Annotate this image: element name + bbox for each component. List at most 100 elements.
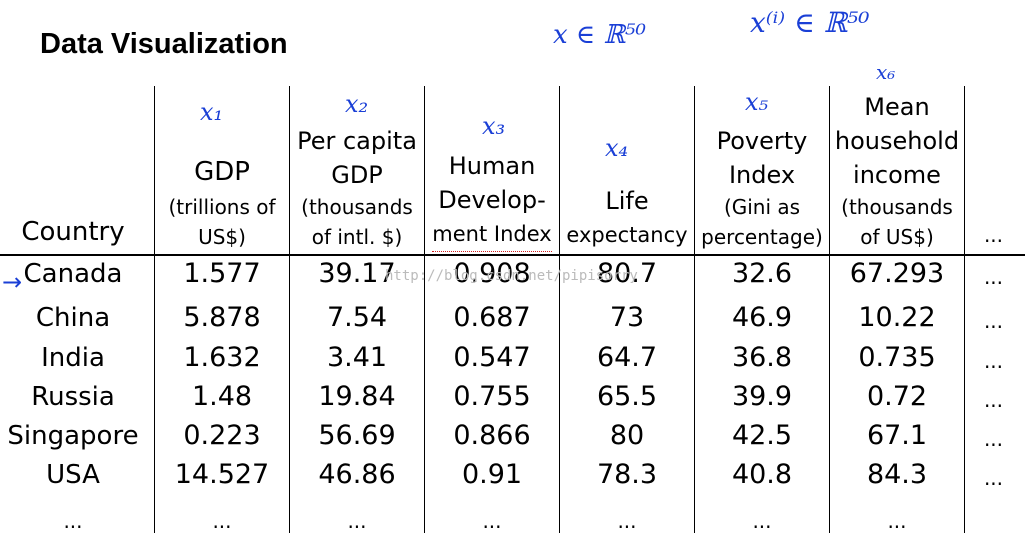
column-divider bbox=[829, 86, 830, 533]
cell-life-expectancy: 64.7 bbox=[596, 342, 658, 373]
header-per-capita-l2: GDP bbox=[331, 161, 383, 189]
header-per-capita-l1: Per capita bbox=[297, 127, 417, 155]
cell-poverty-index: ... bbox=[752, 509, 772, 533]
annotation-x4: x₄ bbox=[605, 134, 629, 162]
page-title: Data Visualization bbox=[40, 28, 288, 60]
column-divider bbox=[964, 86, 965, 533]
cell-per-capita-gdp: 19.84 bbox=[318, 381, 396, 412]
header-life-l1: Life bbox=[605, 187, 649, 215]
header-poverty-l4: percentage) bbox=[701, 225, 823, 249]
header-gdp-sub2: US$) bbox=[198, 225, 246, 249]
cell-household-income: 0.735 bbox=[858, 342, 936, 373]
header-income-l5: of US$) bbox=[860, 225, 934, 249]
annotation-x5: x₅ bbox=[745, 88, 769, 116]
cell-more: ... bbox=[983, 427, 1004, 451]
header-more-label: ... bbox=[983, 223, 1004, 247]
header-poverty-l2: Index bbox=[728, 161, 796, 189]
header-gdp-sub1: (trillions of bbox=[168, 195, 276, 219]
column-divider bbox=[289, 86, 290, 533]
cell-household-income: 0.72 bbox=[866, 381, 928, 412]
cell-gdp: 1.577 bbox=[183, 258, 261, 289]
column-divider bbox=[424, 86, 425, 533]
cell-country: Singapore bbox=[7, 421, 139, 451]
cell-country: Russia bbox=[31, 382, 115, 412]
header-per-capita: Per capita GDP (thousands of intl. $) bbox=[291, 90, 423, 252]
cell-more: ... bbox=[983, 265, 1004, 289]
cell-country: India bbox=[41, 343, 105, 373]
cell-life-expectancy: 73 bbox=[609, 302, 645, 333]
cell-country: ... bbox=[63, 509, 83, 533]
header-gdp-title: GDP bbox=[194, 157, 250, 187]
cell-gdp: 14.527 bbox=[174, 459, 270, 490]
cell-poverty-index: 42.5 bbox=[731, 420, 793, 451]
header-hdi-l2: Develop- bbox=[438, 186, 546, 214]
cell-country: China bbox=[35, 303, 111, 333]
annotation-x2: x₂ bbox=[345, 90, 369, 118]
cell-life-expectancy: 80.7 bbox=[596, 258, 658, 289]
cell-poverty-index: 36.8 bbox=[731, 342, 793, 373]
cell-household-income: 67.1 bbox=[866, 420, 928, 451]
cell-household-income: ... bbox=[887, 509, 907, 533]
cell-hdi: 0.908 bbox=[453, 258, 531, 289]
cell-gdp: 1.48 bbox=[191, 381, 253, 412]
annotation-x3: x₃ bbox=[482, 112, 506, 140]
watermark: http://blog.csdn.net/pipisorry bbox=[385, 268, 638, 284]
pointer-arrow-annotation: → bbox=[2, 268, 23, 296]
cell-gdp: ... bbox=[212, 509, 232, 533]
header-per-capita-l3: (thousands bbox=[301, 195, 413, 219]
annotation-xi-in-r50: x⁽ⁱ⁾ ∈ ℝ⁵⁰ bbox=[750, 6, 870, 39]
cell-household-income: 84.3 bbox=[866, 459, 928, 490]
cell-gdp: 1.632 bbox=[183, 342, 261, 373]
header-poverty-l3: (Gini as bbox=[723, 195, 801, 219]
header-country: Country bbox=[0, 90, 146, 252]
cell-poverty-index: 40.8 bbox=[731, 459, 793, 490]
header-divider bbox=[0, 254, 1025, 256]
header-income-l2: household bbox=[834, 127, 960, 155]
cell-per-capita-gdp: 7.54 bbox=[326, 302, 388, 333]
annotation-x-in-r50: x ∈ ℝ⁵⁰ bbox=[553, 20, 646, 50]
annotation-x1: x₁ bbox=[200, 98, 224, 126]
header-life-l2: expectancy bbox=[566, 223, 688, 247]
column-divider bbox=[154, 86, 155, 533]
header-poverty: Poverty Index (Gini as percentage) bbox=[696, 90, 828, 252]
header-poverty-l1: Poverty bbox=[716, 127, 808, 155]
cell-country: USA bbox=[46, 460, 100, 490]
header-hdi: Human Develop- ment Index bbox=[426, 90, 558, 252]
cell-hdi: 0.866 bbox=[453, 420, 531, 451]
cell-per-capita-gdp: 3.41 bbox=[326, 342, 388, 373]
cell-poverty-index: 32.6 bbox=[731, 258, 793, 289]
cell-more: ... bbox=[983, 388, 1004, 412]
cell-hdi: 0.687 bbox=[453, 302, 531, 333]
cell-poverty-index: 46.9 bbox=[731, 302, 793, 333]
column-divider bbox=[559, 86, 560, 533]
cell-per-capita-gdp: 56.69 bbox=[318, 420, 396, 451]
column-divider bbox=[694, 86, 695, 533]
header-life: Life expectancy bbox=[561, 90, 693, 252]
header-hdi-l1: Human bbox=[448, 152, 536, 180]
cell-life-expectancy: 80 bbox=[609, 420, 645, 451]
cell-hdi: 0.755 bbox=[453, 381, 531, 412]
header-country-label: Country bbox=[21, 217, 125, 247]
cell-gdp: 0.223 bbox=[183, 420, 261, 451]
cell-per-capita-gdp: ... bbox=[347, 509, 367, 533]
cell-more: ... bbox=[983, 349, 1004, 373]
header-income-l1: Mean bbox=[864, 93, 930, 121]
annotation-x6: x₆ bbox=[876, 60, 896, 84]
header-more: ... bbox=[966, 90, 1021, 252]
header-hdi-l3: ment Index bbox=[432, 217, 552, 252]
cell-gdp: 5.878 bbox=[183, 302, 261, 333]
cell-life-expectancy: 65.5 bbox=[596, 381, 658, 412]
cell-more bbox=[966, 500, 1021, 536]
cell-per-capita-gdp: 46.86 bbox=[318, 459, 396, 490]
cell-hdi: 0.91 bbox=[461, 459, 523, 490]
cell-more: ... bbox=[983, 309, 1004, 333]
cell-hdi: ... bbox=[482, 509, 502, 533]
cell-poverty-index: 39.9 bbox=[731, 381, 793, 412]
header-per-capita-l4: of intl. $) bbox=[311, 225, 403, 249]
cell-household-income: 67.293 bbox=[849, 258, 945, 289]
header-income: Mean household income (thousands of US$) bbox=[831, 90, 963, 252]
cell-household-income: 10.22 bbox=[858, 302, 936, 333]
header-gdp: GDP (trillions of US$) bbox=[156, 90, 288, 252]
cell-hdi: 0.547 bbox=[453, 342, 531, 373]
cell-more: ... bbox=[983, 466, 1004, 490]
